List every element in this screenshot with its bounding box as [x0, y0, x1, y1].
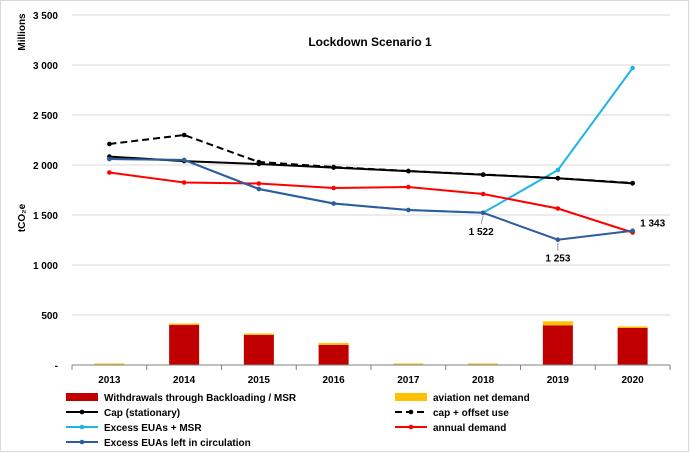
line-excess-msr-point [555, 167, 561, 173]
annotation-label: 1 253 [545, 254, 570, 265]
line-cap-offset-point [555, 175, 561, 181]
tick-labels: - 500 1 000 1 500 2 000 2 500 3 000 3 500 2013 20… [33, 11, 644, 386]
y-tick-label: 1 000 [33, 261, 58, 272]
bar-aviation [468, 363, 499, 365]
annotation-label: 1 522 [469, 227, 494, 238]
line-annual-demand-point [331, 185, 336, 191]
legend-marker [79, 424, 85, 430]
y-tick-label: 3 000 [33, 61, 58, 72]
y-tick-label: 2 000 [33, 161, 58, 172]
legend-swatch [395, 393, 427, 401]
line-excess-circulation-point [630, 228, 635, 233]
line-annual-demand-point [107, 170, 112, 175]
x-tick-label: 2016 [323, 375, 346, 386]
legend-marker [408, 409, 414, 415]
legend-marker [408, 424, 414, 430]
line-excess-circulation [109, 158, 633, 241]
legend-label: Excess EUAs left in circulation [104, 438, 251, 449]
x-tick-label: 2015 [248, 375, 271, 386]
annotation-leader [480, 215, 484, 224]
line-annual-demand-point [555, 206, 561, 211]
y-tick-label: 3 500 [33, 11, 58, 22]
line-cap-offset-point [630, 180, 635, 186]
legend-swatch [66, 393, 98, 401]
line-annual-demand-point [480, 191, 486, 197]
bar-aviation [393, 363, 424, 365]
bar-aviation [94, 363, 125, 365]
legend-label: Cap (stationary) [104, 408, 180, 419]
line-excess-msr-point [630, 65, 635, 71]
y-axis-label: tCO₂e [17, 203, 28, 232]
annotations: 1 522 1 253 1 343 [469, 215, 666, 265]
line-cap-offset-point [331, 164, 336, 170]
legend-marker [79, 409, 85, 415]
line-annual-demand [109, 171, 633, 234]
axes [71, 364, 671, 370]
legend: Withdrawals through Backloading / MSR avi… [66, 393, 530, 449]
line-cap-offset-point [107, 141, 112, 147]
x-tick-label: 2013 [98, 375, 121, 386]
line-annual-demand-point [406, 184, 411, 190]
line-cap-offset-point [181, 132, 187, 138]
line-annual-demand-point [181, 180, 187, 185]
line-annual-demand-point [256, 181, 262, 186]
bar-withdrawals [169, 325, 200, 365]
legend-marker [79, 439, 85, 445]
line-excess-circulation-point [181, 157, 187, 163]
x-tick-label: 2018 [472, 375, 495, 386]
line-cap-offset-point [480, 172, 486, 177]
line-excess-circulation-point [256, 186, 262, 192]
line-excess-circulation-point [331, 201, 336, 206]
y-tick-label: 1 500 [33, 211, 58, 222]
line-excess-circulation-point [406, 207, 411, 213]
annotation-label: 1 343 [640, 219, 665, 230]
line-cap-offset [109, 133, 633, 184]
line-series [107, 65, 635, 242]
legend-label: aviation net demand [433, 393, 530, 404]
bar-aviation [318, 343, 349, 345]
chart-title: Lockdown Scenario 1 [308, 35, 432, 49]
y-tick-label: - [55, 361, 58, 372]
x-tick-label: 2019 [547, 375, 570, 386]
line-excess-msr [109, 67, 634, 214]
x-tick-label: 2017 [397, 375, 420, 386]
bar-withdrawals [617, 328, 648, 365]
line-excess-circulation-point [555, 237, 561, 242]
legend-label: Withdrawals through Backloading / MSR [104, 393, 297, 404]
bar-aviation [243, 333, 274, 335]
bar-aviation [617, 326, 648, 328]
bar-series [94, 321, 648, 365]
bar-withdrawals [243, 335, 274, 365]
line-cap-offset-point [406, 168, 411, 174]
line-excess-circulation-point [480, 210, 486, 216]
bar-aviation [169, 323, 200, 325]
y-tick-label: 500 [41, 311, 58, 322]
y-tick-label: 2 500 [33, 111, 58, 122]
x-tick-label: 2014 [173, 375, 196, 386]
gridlines [72, 14, 670, 316]
legend-label: Excess EUAs + MSR [104, 423, 202, 434]
legend-label: cap + offset use [433, 408, 509, 419]
line-excess-circulation-point [107, 156, 112, 162]
y-unit-label: Millions [17, 13, 28, 51]
bar-aviation [542, 321, 573, 326]
x-tick-label: 2020 [622, 375, 645, 386]
bar-withdrawals [318, 345, 349, 365]
bar-withdrawals [542, 325, 573, 365]
legend-label: annual demand [433, 423, 506, 434]
line-cap-offset-point [256, 159, 262, 165]
